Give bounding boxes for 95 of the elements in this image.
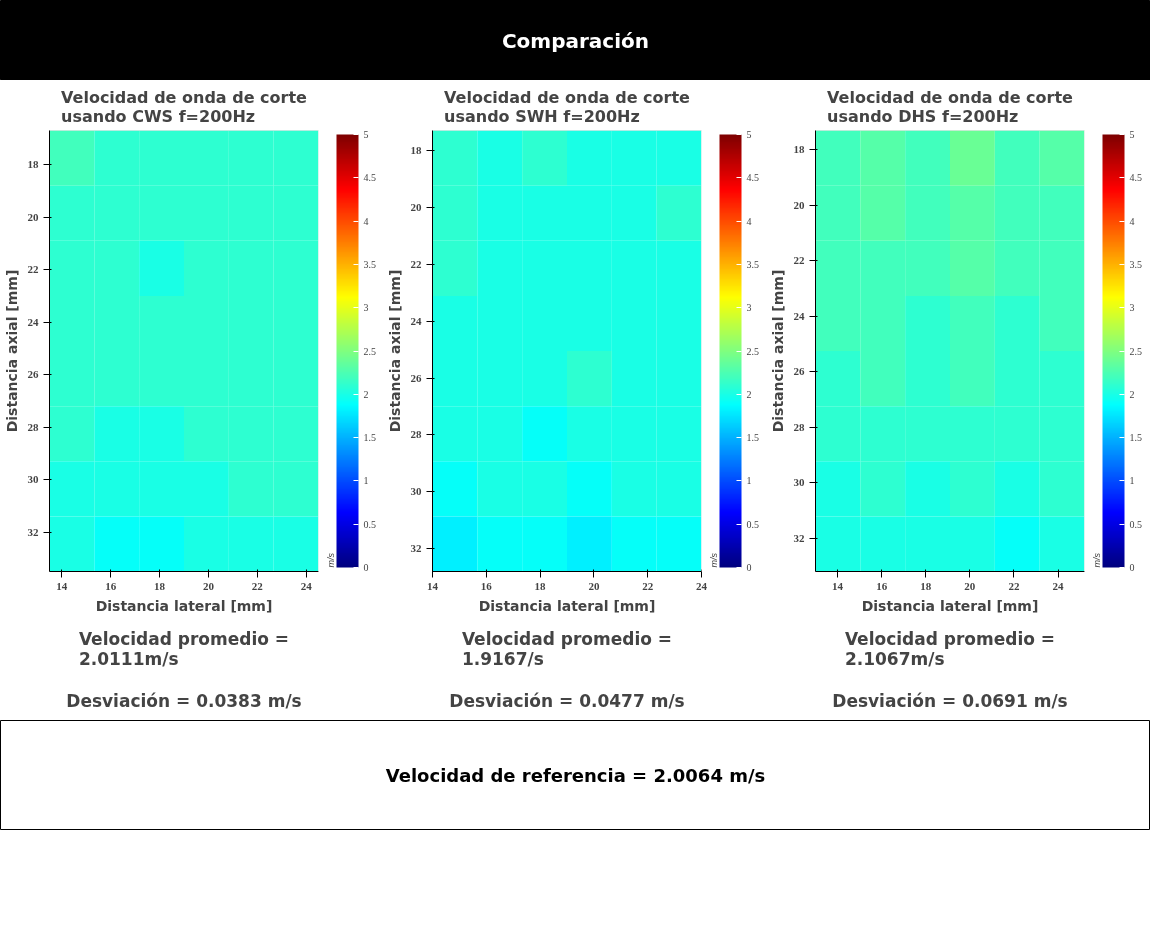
color-bar-label: 1.5 bbox=[746, 432, 759, 444]
x-tick-label: 16 bbox=[105, 579, 117, 592]
x-tick-label: 16 bbox=[480, 579, 493, 592]
text: Desviación = 0.0691 m/s bbox=[832, 690, 1068, 711]
y-tick-label: 18 bbox=[793, 143, 805, 156]
text: Velocidad promedio = 1.9167/s bbox=[461, 628, 673, 669]
y-tick-label: 30 bbox=[793, 476, 805, 489]
y-tick-label: 28 bbox=[410, 428, 422, 441]
color-bar-label: 0.5 bbox=[746, 518, 759, 530]
x-tick-label: 22 bbox=[1008, 579, 1020, 592]
chart-title: Velocidad de onda de corte usando CWS f=200Hz bbox=[61, 87, 308, 126]
y-tick-label: 28 bbox=[27, 420, 39, 433]
color-bar-label: 1 bbox=[746, 475, 752, 487]
x-tick-label: 24 bbox=[1052, 579, 1065, 592]
color-bar-label: 3 bbox=[1129, 302, 1135, 314]
text: Velocidad de referencia = 2.0064 m/s bbox=[385, 765, 766, 786]
x-tick-label: 24 bbox=[300, 579, 313, 592]
text: Velocidad promedio = 2.1067m/s bbox=[844, 628, 1056, 669]
y-tick-label: 20 bbox=[410, 200, 422, 213]
y-tick-label: 22 bbox=[27, 263, 39, 276]
y-tick-label: 22 bbox=[793, 254, 805, 267]
x-tick-label: 22 bbox=[642, 579, 654, 592]
y-tick-label: 24 bbox=[27, 315, 39, 328]
y-axis-title: Distancia axial [mm] bbox=[769, 269, 786, 433]
color-bar-label: 5 bbox=[363, 129, 369, 140]
x-tick-label: 14 bbox=[832, 579, 844, 592]
y-tick-label: 32 bbox=[410, 542, 422, 555]
color-bar-label: 3.5 bbox=[1129, 258, 1142, 270]
y-tick-label: 26 bbox=[27, 368, 39, 381]
color-bar-label: 2.5 bbox=[363, 345, 376, 357]
y-tick-label: 24 bbox=[793, 309, 805, 322]
y-tick-label: 26 bbox=[410, 371, 422, 384]
y-tick-label: 30 bbox=[27, 473, 39, 486]
y-tick-label: 32 bbox=[27, 525, 39, 538]
y-tick-label: 24 bbox=[410, 314, 422, 327]
text: Velocidad promedio = 2.0111m/s bbox=[78, 628, 290, 669]
x-tick-label: 20 bbox=[202, 579, 215, 592]
x-tick-label: 22 bbox=[251, 579, 264, 592]
color-bar-label: 5 bbox=[746, 129, 752, 140]
chart-title: Velocidad de onda de corte usando DHS f=200Hz bbox=[827, 87, 1074, 126]
color-bar-label: 3 bbox=[746, 302, 752, 314]
text: Comparación bbox=[501, 28, 650, 53]
text: Desviación = 0.0383 m/s bbox=[66, 690, 302, 711]
color-bar-label: 1 bbox=[363, 475, 369, 487]
color-bar-label: 0 bbox=[363, 562, 369, 573]
color-bar-label: 4 bbox=[746, 215, 752, 227]
x-tick-label: 18 bbox=[920, 579, 932, 592]
color-bar-label: 3 bbox=[363, 302, 369, 314]
x-axis-title: Distancia lateral [mm] bbox=[861, 597, 1039, 614]
x-tick-label: 14 bbox=[427, 579, 439, 592]
x-tick-label: 16 bbox=[876, 579, 888, 592]
x-axis-title: Distancia lateral [mm] bbox=[95, 597, 273, 614]
color-bar-label: 5 bbox=[1129, 129, 1135, 140]
color-bar-label: 2.5 bbox=[1129, 345, 1142, 357]
color-bar-label: 1.5 bbox=[1129, 432, 1142, 444]
color-bar-label: 3.5 bbox=[746, 258, 759, 270]
y-tick-label: 28 bbox=[793, 420, 805, 433]
y-tick-label: 32 bbox=[793, 531, 805, 544]
color-bar-label: 1 bbox=[1129, 475, 1135, 487]
x-axis-title: Distancia lateral [mm] bbox=[478, 597, 656, 614]
color-bar-label: 2 bbox=[1129, 388, 1135, 400]
y-tick-label: 20 bbox=[793, 198, 805, 211]
x-tick-label: 20 bbox=[964, 579, 976, 592]
color-bar-label: 4.5 bbox=[1129, 172, 1142, 184]
x-tick-label: 24 bbox=[696, 579, 708, 592]
color-bar-label: 4.5 bbox=[746, 172, 759, 184]
color-bar-title: m/s bbox=[325, 552, 336, 568]
text: Desviación = 0.0477 m/s bbox=[449, 690, 685, 711]
y-tick-label: 30 bbox=[410, 485, 422, 498]
color-bar-label: 0 bbox=[746, 562, 752, 573]
y-axis-title: Distancia axial [mm] bbox=[386, 269, 403, 433]
color-bar-title: m/s bbox=[708, 552, 719, 568]
color-bar-label: 1.5 bbox=[363, 432, 376, 444]
color-bar-label: 4 bbox=[363, 215, 369, 227]
color-bar-label: 2.5 bbox=[746, 345, 759, 357]
y-axis-title: Distancia axial [mm] bbox=[3, 269, 20, 433]
x-tick-label: 18 bbox=[534, 579, 547, 592]
color-bar-label: 2 bbox=[746, 388, 752, 400]
color-bar-title: m/s bbox=[1091, 552, 1102, 568]
color-bar-label: 0.5 bbox=[1129, 518, 1142, 530]
color-bar-label: 0 bbox=[1129, 562, 1135, 573]
color-bar-label: 4 bbox=[1129, 215, 1135, 227]
y-tick-label: 20 bbox=[27, 210, 39, 223]
x-tick-label: 20 bbox=[588, 579, 600, 592]
color-bar-label: 3.5 bbox=[363, 258, 376, 270]
y-tick-label: 18 bbox=[410, 143, 422, 156]
y-tick-label: 18 bbox=[27, 158, 39, 171]
color-bar-label: 4.5 bbox=[363, 172, 376, 184]
x-tick-label: 18 bbox=[154, 579, 166, 592]
color-bar-label: 2 bbox=[363, 388, 369, 400]
chart-title: Velocidad de onda de corte usando SWH f=200Hz bbox=[444, 87, 691, 126]
x-tick-label: 14 bbox=[56, 579, 68, 592]
color-bar-label: 0.5 bbox=[363, 518, 376, 530]
y-tick-label: 22 bbox=[410, 257, 422, 270]
y-tick-label: 26 bbox=[793, 365, 805, 378]
